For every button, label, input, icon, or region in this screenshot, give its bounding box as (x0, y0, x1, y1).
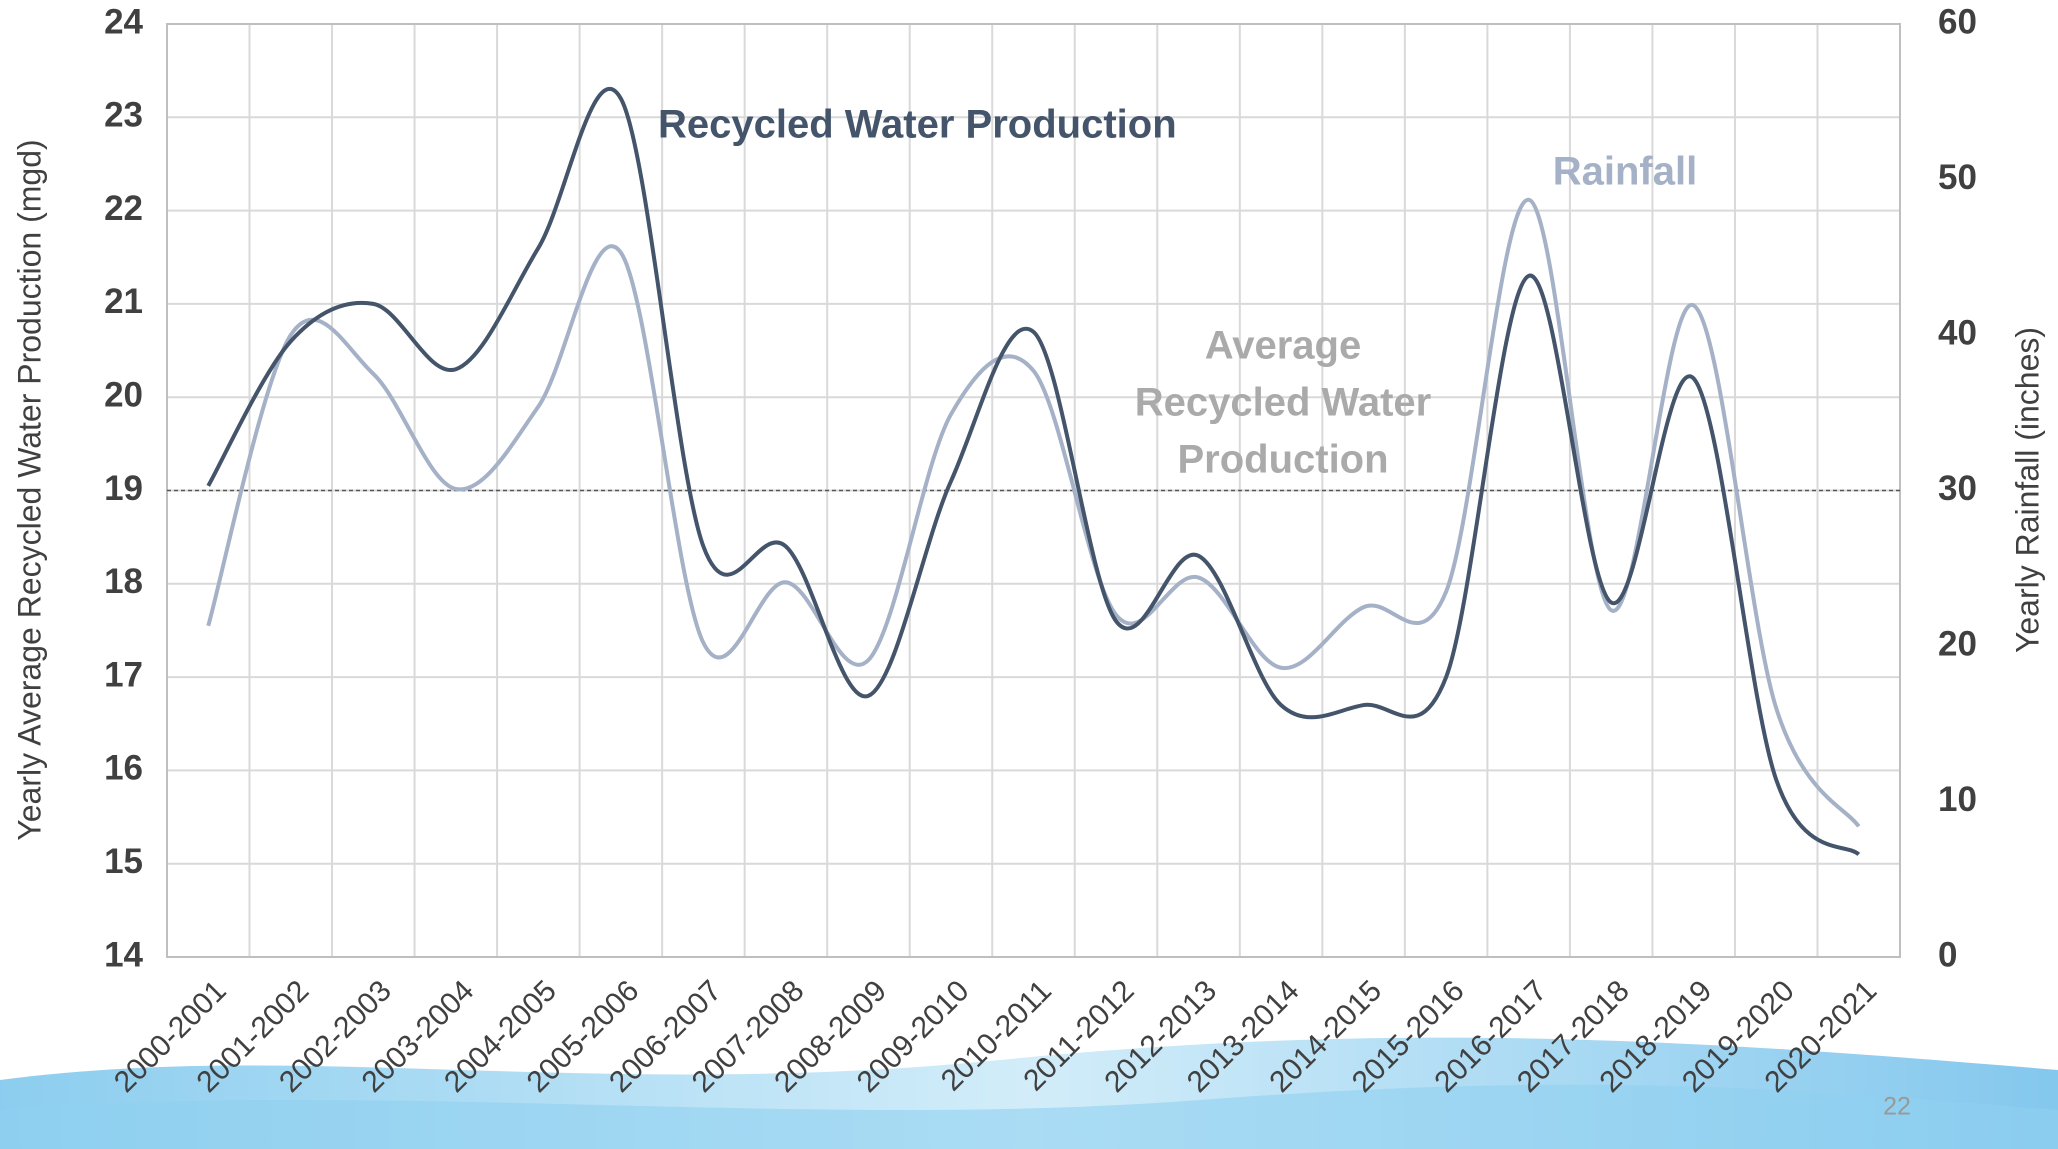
y2-tick-label: 30 (1938, 469, 1977, 508)
y-tick-label: 17 (104, 655, 143, 694)
wave-decoration (0, 1037, 2058, 1149)
series-label: Rainfall (1553, 150, 1697, 194)
series-line (206, 87, 1861, 857)
y-axis-title: Yearly Average Recycled Water Production… (11, 139, 47, 840)
y-tick-label: 18 (104, 562, 143, 601)
y-tick-label: 19 (104, 469, 143, 508)
y2-axis-title: Yearly Rainfall (inches) (2009, 327, 2045, 653)
y-tick-label: 20 (104, 375, 143, 414)
series-label: Recycled Water Production (658, 103, 1177, 147)
y-tick-label: 23 (104, 96, 143, 135)
y-tick-label: 15 (104, 842, 143, 881)
y-tick-label: 14 (104, 935, 143, 974)
average-label: Recycled Water (1135, 381, 1431, 425)
y-tick-label: 24 (104, 2, 143, 41)
page-number: 22 (1883, 1093, 1911, 1121)
y2-tick-label: 40 (1938, 313, 1977, 352)
y2-tick-label: 60 (1938, 2, 1977, 41)
y-tick-label: 22 (104, 189, 143, 228)
y2-tick-label: 50 (1938, 158, 1977, 197)
average-label: Average (1205, 324, 1361, 368)
y2-tick-label: 10 (1938, 780, 1977, 819)
y2-tick-label: 0 (1938, 935, 1957, 974)
average-label: Production (1177, 438, 1388, 482)
series-line (206, 197, 1861, 828)
y2-tick-label: 20 (1938, 624, 1977, 663)
y-tick-label: 16 (104, 749, 143, 788)
y-tick-label: 21 (104, 282, 143, 321)
